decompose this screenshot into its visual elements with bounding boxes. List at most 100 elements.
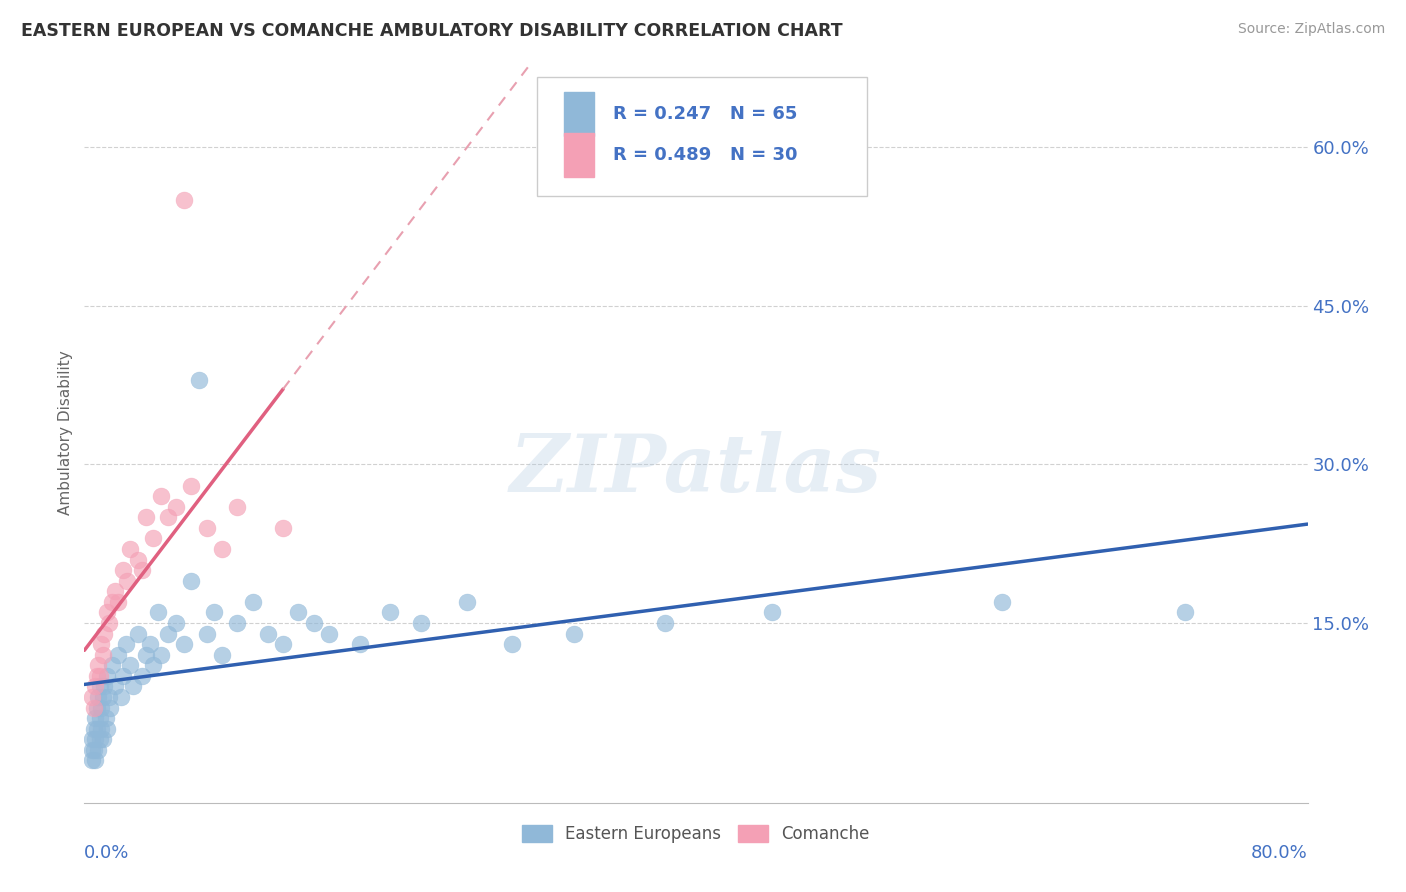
Bar [564, 92, 595, 136]
Legend: Eastern Europeans, Comanche: Eastern Europeans, Comanche [516, 819, 876, 850]
Point [110, 690, 132, 704]
Point [101, 595, 124, 609]
Point [271, 637, 294, 651]
Point [91, 690, 114, 704]
Point [83, 743, 105, 757]
Point [87, 743, 110, 757]
Point [149, 648, 172, 662]
Point [131, 563, 153, 577]
Point [96, 722, 118, 736]
Point [173, 193, 195, 207]
Point [165, 500, 187, 514]
Point [80, 732, 103, 747]
Point [111, 669, 134, 683]
Point [86, 700, 108, 714]
Point [257, 626, 280, 640]
Point [107, 595, 129, 609]
Point [96, 669, 118, 683]
Point [139, 637, 162, 651]
Point [195, 626, 218, 640]
Point [84, 754, 107, 768]
Text: ZIPatlas: ZIPatlas [510, 431, 882, 508]
Point [202, 606, 225, 620]
Point [80, 690, 103, 704]
Point [180, 574, 202, 588]
Point [157, 626, 180, 640]
Point [173, 637, 195, 651]
Point [86, 669, 108, 683]
Text: 0.0%: 0.0% [84, 844, 129, 862]
Point [91, 732, 114, 747]
Bar [564, 133, 595, 178]
Point [87, 658, 110, 673]
Text: R = 0.247   N = 65: R = 0.247 N = 65 [613, 105, 797, 123]
Point [654, 615, 676, 630]
Point [91, 648, 114, 662]
Point [80, 743, 103, 757]
Point [456, 595, 478, 609]
Point [97, 690, 120, 704]
Point [90, 700, 112, 714]
Point [94, 711, 117, 725]
Point [89, 711, 111, 725]
Point [761, 606, 783, 620]
Text: EASTERN EUROPEAN VS COMANCHE AMBULATORY DISABILITY CORRELATION CHART: EASTERN EUROPEAN VS COMANCHE AMBULATORY … [21, 22, 842, 40]
Point [131, 669, 153, 683]
Point [157, 510, 180, 524]
Point [83, 722, 105, 736]
Point [93, 626, 115, 640]
Point [271, 521, 294, 535]
Point [135, 510, 157, 524]
Point [165, 615, 187, 630]
Point [120, 658, 142, 673]
FancyBboxPatch shape [537, 78, 868, 195]
Point [98, 700, 121, 714]
Point [115, 574, 138, 588]
Point [107, 648, 129, 662]
Text: Source: ZipAtlas.com: Source: ZipAtlas.com [1237, 22, 1385, 37]
Point [96, 606, 118, 620]
Point [1174, 606, 1197, 620]
Y-axis label: Ambulatory Disability: Ambulatory Disability [58, 351, 73, 515]
Point [226, 500, 249, 514]
Point [127, 626, 149, 640]
Point [135, 648, 157, 662]
Point [318, 626, 340, 640]
Point [302, 615, 325, 630]
Point [89, 732, 111, 747]
Point [349, 637, 371, 651]
Point [120, 541, 142, 556]
Point [142, 532, 165, 546]
Point [149, 489, 172, 503]
Point [122, 680, 145, 694]
Point [101, 658, 124, 673]
Point [114, 637, 136, 651]
Point [242, 595, 264, 609]
Point [991, 595, 1014, 609]
Point [146, 606, 169, 620]
Point [84, 732, 107, 747]
Point [142, 658, 165, 673]
Point [562, 626, 585, 640]
Text: 80.0%: 80.0% [1251, 844, 1308, 862]
Point [104, 584, 127, 599]
Point [89, 680, 111, 694]
Point [84, 680, 107, 694]
Text: R = 0.489   N = 30: R = 0.489 N = 30 [613, 146, 797, 164]
Point [104, 680, 127, 694]
Point [380, 606, 402, 620]
Point [409, 615, 432, 630]
Point [84, 711, 107, 725]
Point [111, 563, 134, 577]
Point [287, 606, 309, 620]
Point [83, 700, 105, 714]
Point [97, 615, 120, 630]
Point [211, 648, 233, 662]
Point [127, 552, 149, 566]
Point [90, 637, 112, 651]
Point [502, 637, 524, 651]
Point [86, 722, 108, 736]
Point [90, 722, 112, 736]
Point [180, 478, 202, 492]
Point [195, 521, 218, 535]
